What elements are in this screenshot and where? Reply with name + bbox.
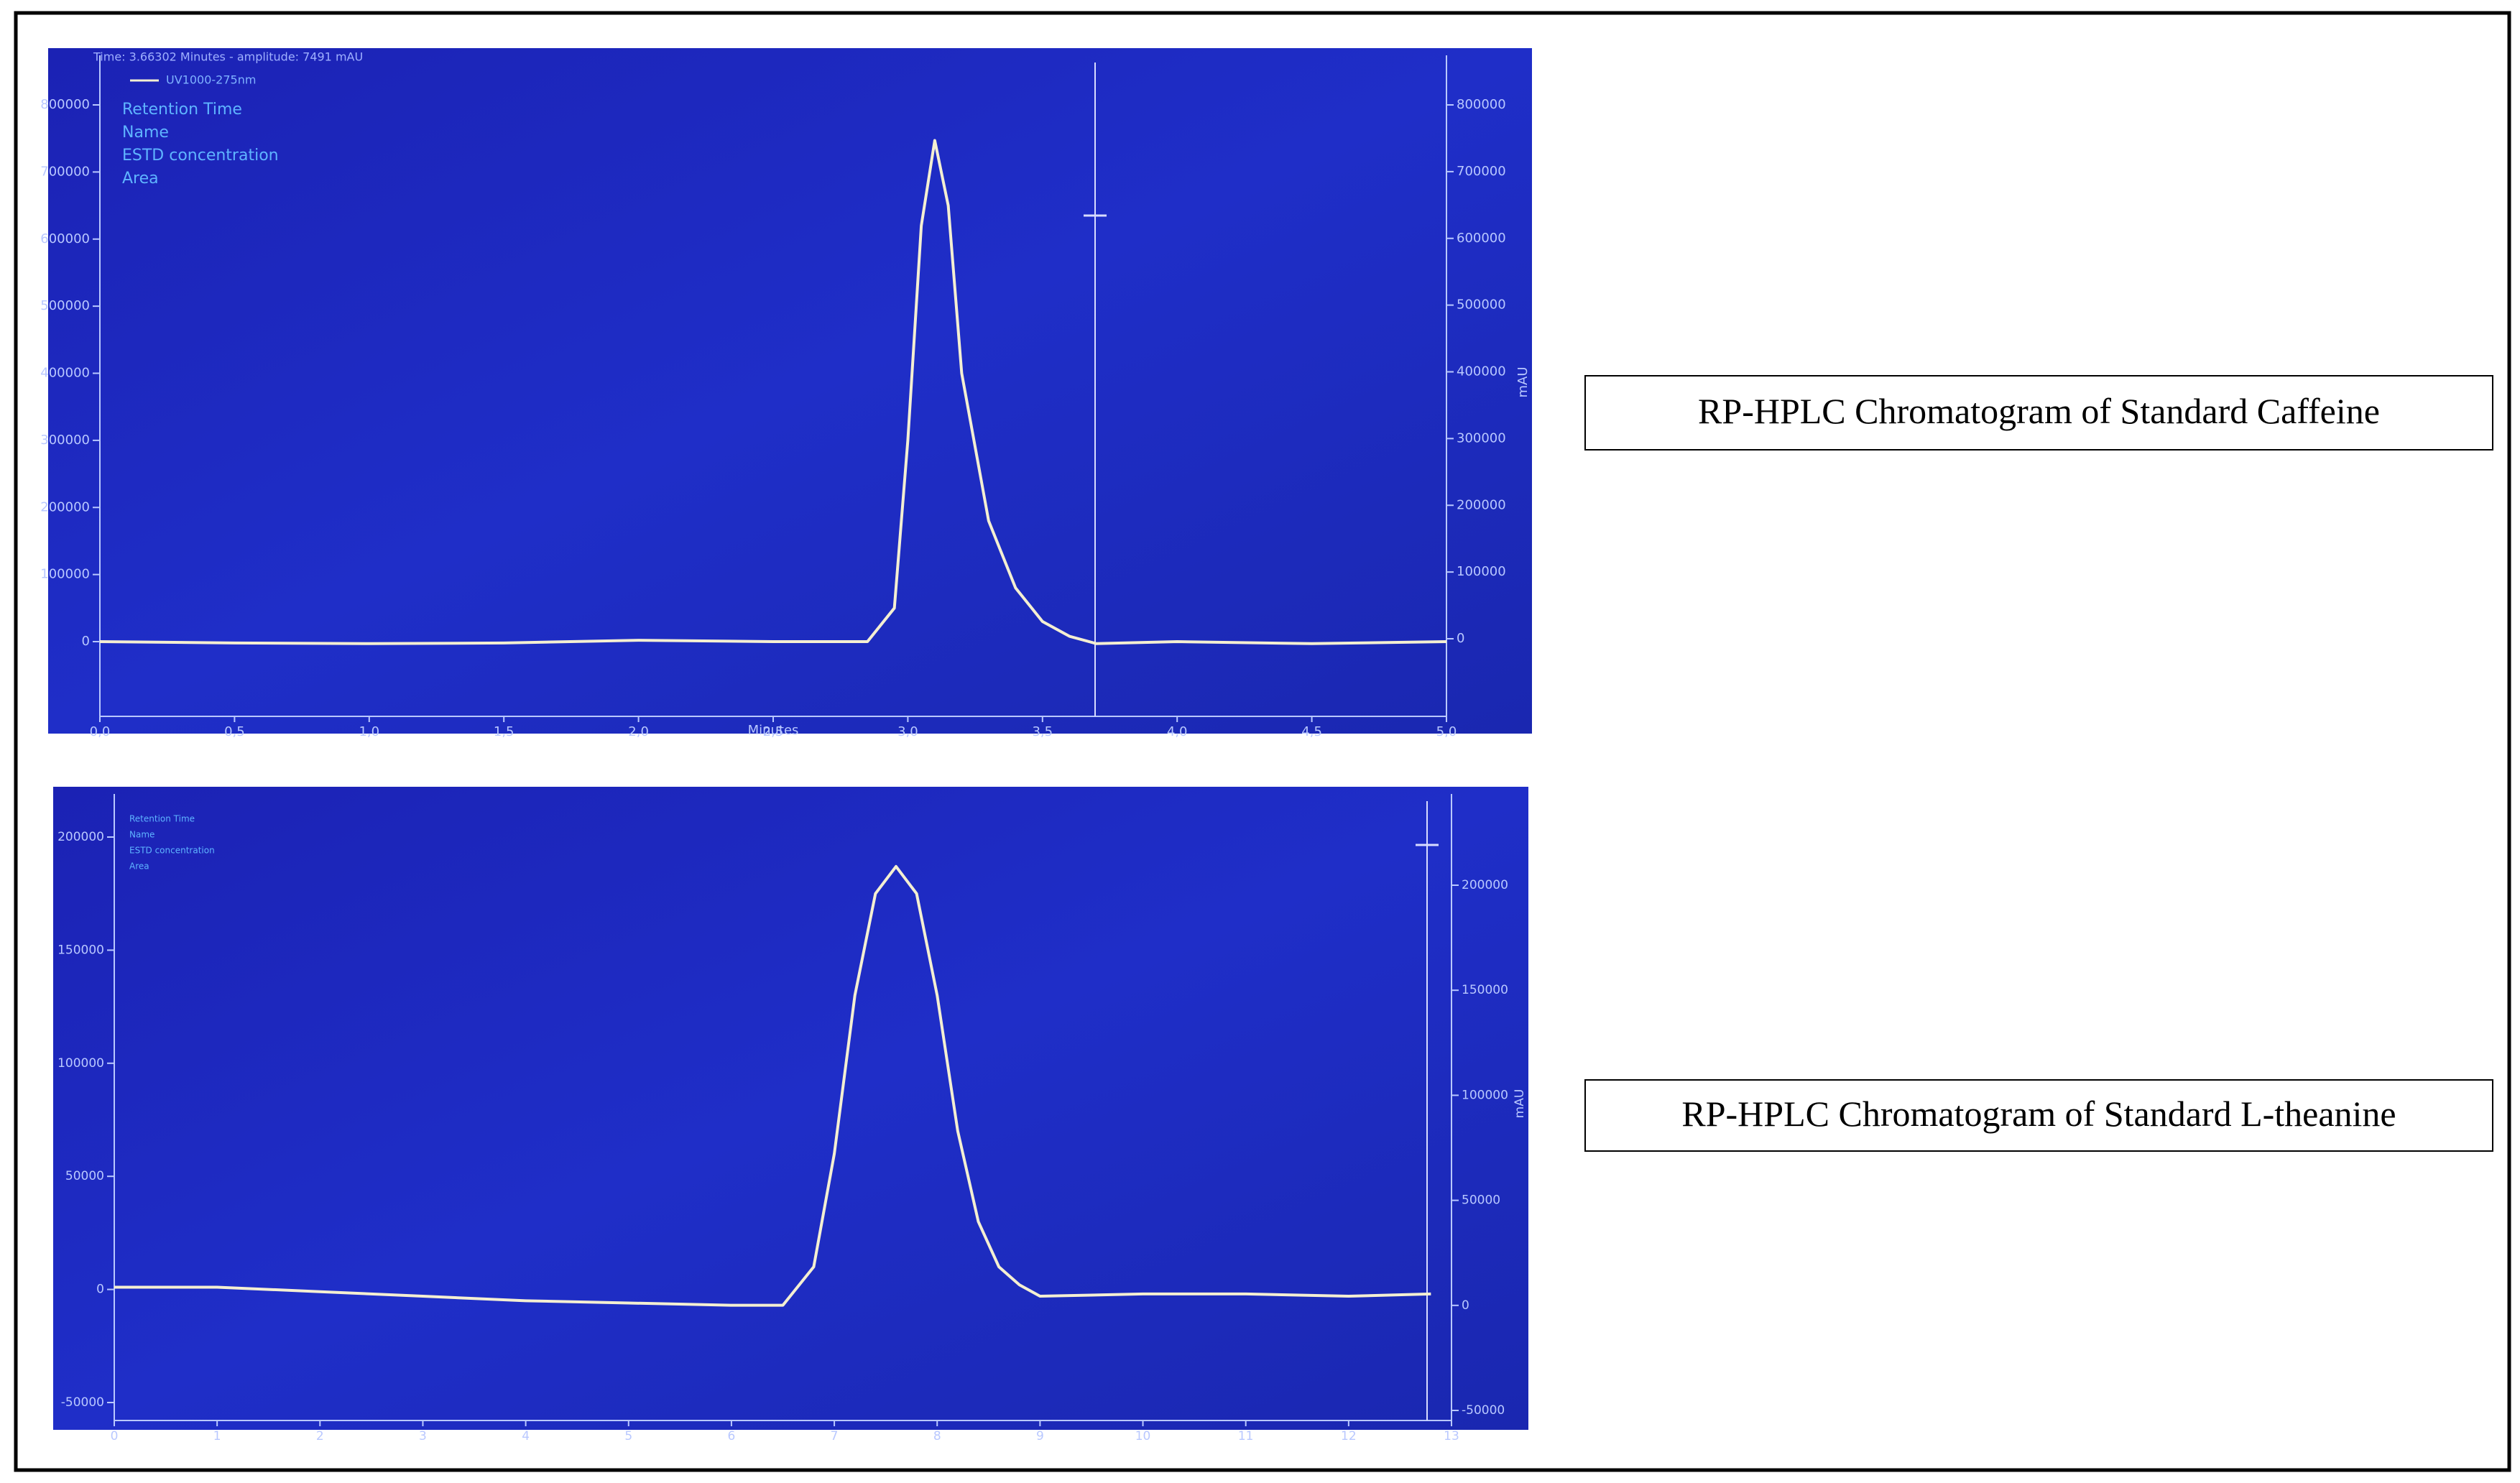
info-label: ESTD concentration bbox=[129, 846, 215, 856]
plot-background bbox=[53, 787, 1528, 1430]
chromatogram-trace bbox=[99, 139, 1447, 645]
y2-tick-label: 50000 bbox=[1462, 1193, 1500, 1208]
x-axis-label: Minutes bbox=[748, 723, 799, 738]
y-tick-label: 400000 bbox=[40, 366, 90, 381]
info-label: Name bbox=[129, 830, 154, 840]
x-tick-label: 0 bbox=[111, 1429, 119, 1443]
plot-background bbox=[48, 48, 1532, 734]
x-tick-label: 12 bbox=[1341, 1429, 1357, 1443]
y-tick-label: 200000 bbox=[40, 499, 90, 514]
y-tick-label: 100000 bbox=[40, 567, 90, 582]
y-tick-label: 600000 bbox=[40, 231, 90, 246]
chromatogram-trace bbox=[114, 864, 1431, 1307]
caption: RP-HPLC Chromatogram of Standard L-thean… bbox=[1681, 1094, 2396, 1134]
x-tick-label: 2,5 bbox=[763, 724, 784, 739]
y-tick-label: 150000 bbox=[57, 943, 104, 957]
x-tick-label: 1,5 bbox=[494, 724, 514, 739]
info-label: Retention Time bbox=[122, 101, 242, 119]
status-header: Time: 3.66302 Minutes - amplitude: 7491 … bbox=[93, 50, 363, 64]
x-tick-label: 2,0 bbox=[628, 724, 649, 739]
y-tick-label: 0 bbox=[82, 634, 90, 649]
y2-tick-label: 800000 bbox=[1457, 97, 1506, 112]
y-tick-label: 50000 bbox=[65, 1169, 104, 1183]
x-tick-label: 7 bbox=[831, 1429, 839, 1443]
x-tick-label: 0,0 bbox=[90, 724, 111, 739]
info-label: Retention Time bbox=[129, 814, 195, 824]
y-tick-label: 100000 bbox=[57, 1056, 104, 1071]
caption-box bbox=[1584, 1079, 2493, 1152]
y2-tick-label: 600000 bbox=[1457, 231, 1506, 246]
x-tick-label: 3,0 bbox=[897, 724, 918, 739]
y-axis-label: mAU bbox=[1513, 1089, 1527, 1119]
info-label: Area bbox=[129, 861, 149, 872]
y2-tick-label: 200000 bbox=[1457, 497, 1506, 512]
x-tick-label: 11 bbox=[1238, 1429, 1254, 1443]
x-tick-label: 2 bbox=[316, 1429, 324, 1443]
y2-tick-label: 200000 bbox=[1462, 878, 1508, 892]
x-tick-label: 3 bbox=[419, 1429, 427, 1443]
y-tick-label: 200000 bbox=[57, 830, 104, 844]
y2-tick-label: 400000 bbox=[1457, 364, 1506, 379]
x-tick-label: 1,0 bbox=[359, 724, 379, 739]
x-tick-label: 5 bbox=[624, 1429, 632, 1443]
y2-tick-label: 700000 bbox=[1457, 164, 1506, 179]
x-tick-label: 1 bbox=[213, 1429, 221, 1443]
info-label: ESTD concentration bbox=[122, 147, 279, 165]
x-tick-label: 8 bbox=[933, 1429, 941, 1443]
y-axis-label: mAU bbox=[1515, 366, 1531, 397]
x-tick-label: 9 bbox=[1036, 1429, 1044, 1443]
x-tick-label: 0,5 bbox=[224, 724, 245, 739]
y2-tick-label: 100000 bbox=[1462, 1088, 1508, 1102]
x-tick-label: 10 bbox=[1135, 1429, 1151, 1443]
info-label: Area bbox=[122, 170, 159, 188]
caption-box bbox=[1584, 375, 2493, 451]
x-tick-label: 3,5 bbox=[1032, 724, 1053, 739]
y2-tick-label: 150000 bbox=[1462, 983, 1508, 997]
x-tick-label: 4,5 bbox=[1301, 724, 1322, 739]
y2-tick-label: 0 bbox=[1462, 1298, 1469, 1313]
x-tick-label: 4,0 bbox=[1167, 724, 1188, 739]
y2-tick-label: 100000 bbox=[1457, 564, 1506, 579]
y-tick-label: 800000 bbox=[40, 97, 90, 112]
y-tick-label: 700000 bbox=[40, 164, 90, 179]
y2-tick-label: -50000 bbox=[1462, 1403, 1505, 1418]
caption: RP-HPLC Chromatogram of Standard Caffein… bbox=[1698, 391, 2380, 431]
y-tick-label: 500000 bbox=[40, 298, 90, 313]
legend-label: UV1000-275nm bbox=[166, 73, 256, 87]
y-tick-label: -50000 bbox=[61, 1395, 104, 1410]
chart: 0,0 0,5 1,0 1,5 2,0 2,5 3,0 3,5 4,0 4,5 5,0 0 100000… bbox=[40, 48, 2493, 739]
y-tick-label: 0 bbox=[96, 1283, 104, 1297]
y-tick-label: 300000 bbox=[40, 433, 90, 448]
info-label: Name bbox=[122, 124, 169, 142]
y2-tick-label: 300000 bbox=[1457, 430, 1506, 445]
y2-tick-label: 500000 bbox=[1457, 297, 1506, 313]
chart: 0 1 2 3 4 5 6 7 8 9 10 11 12 13-500000500001000001500… bbox=[53, 787, 2493, 1443]
x-tick-label: 13 bbox=[1444, 1429, 1459, 1443]
x-tick-label: 5,0 bbox=[1436, 724, 1457, 739]
y2-tick-label: 0 bbox=[1457, 631, 1464, 646]
x-tick-label: 6 bbox=[728, 1429, 736, 1443]
x-tick-label: 4 bbox=[522, 1429, 530, 1443]
